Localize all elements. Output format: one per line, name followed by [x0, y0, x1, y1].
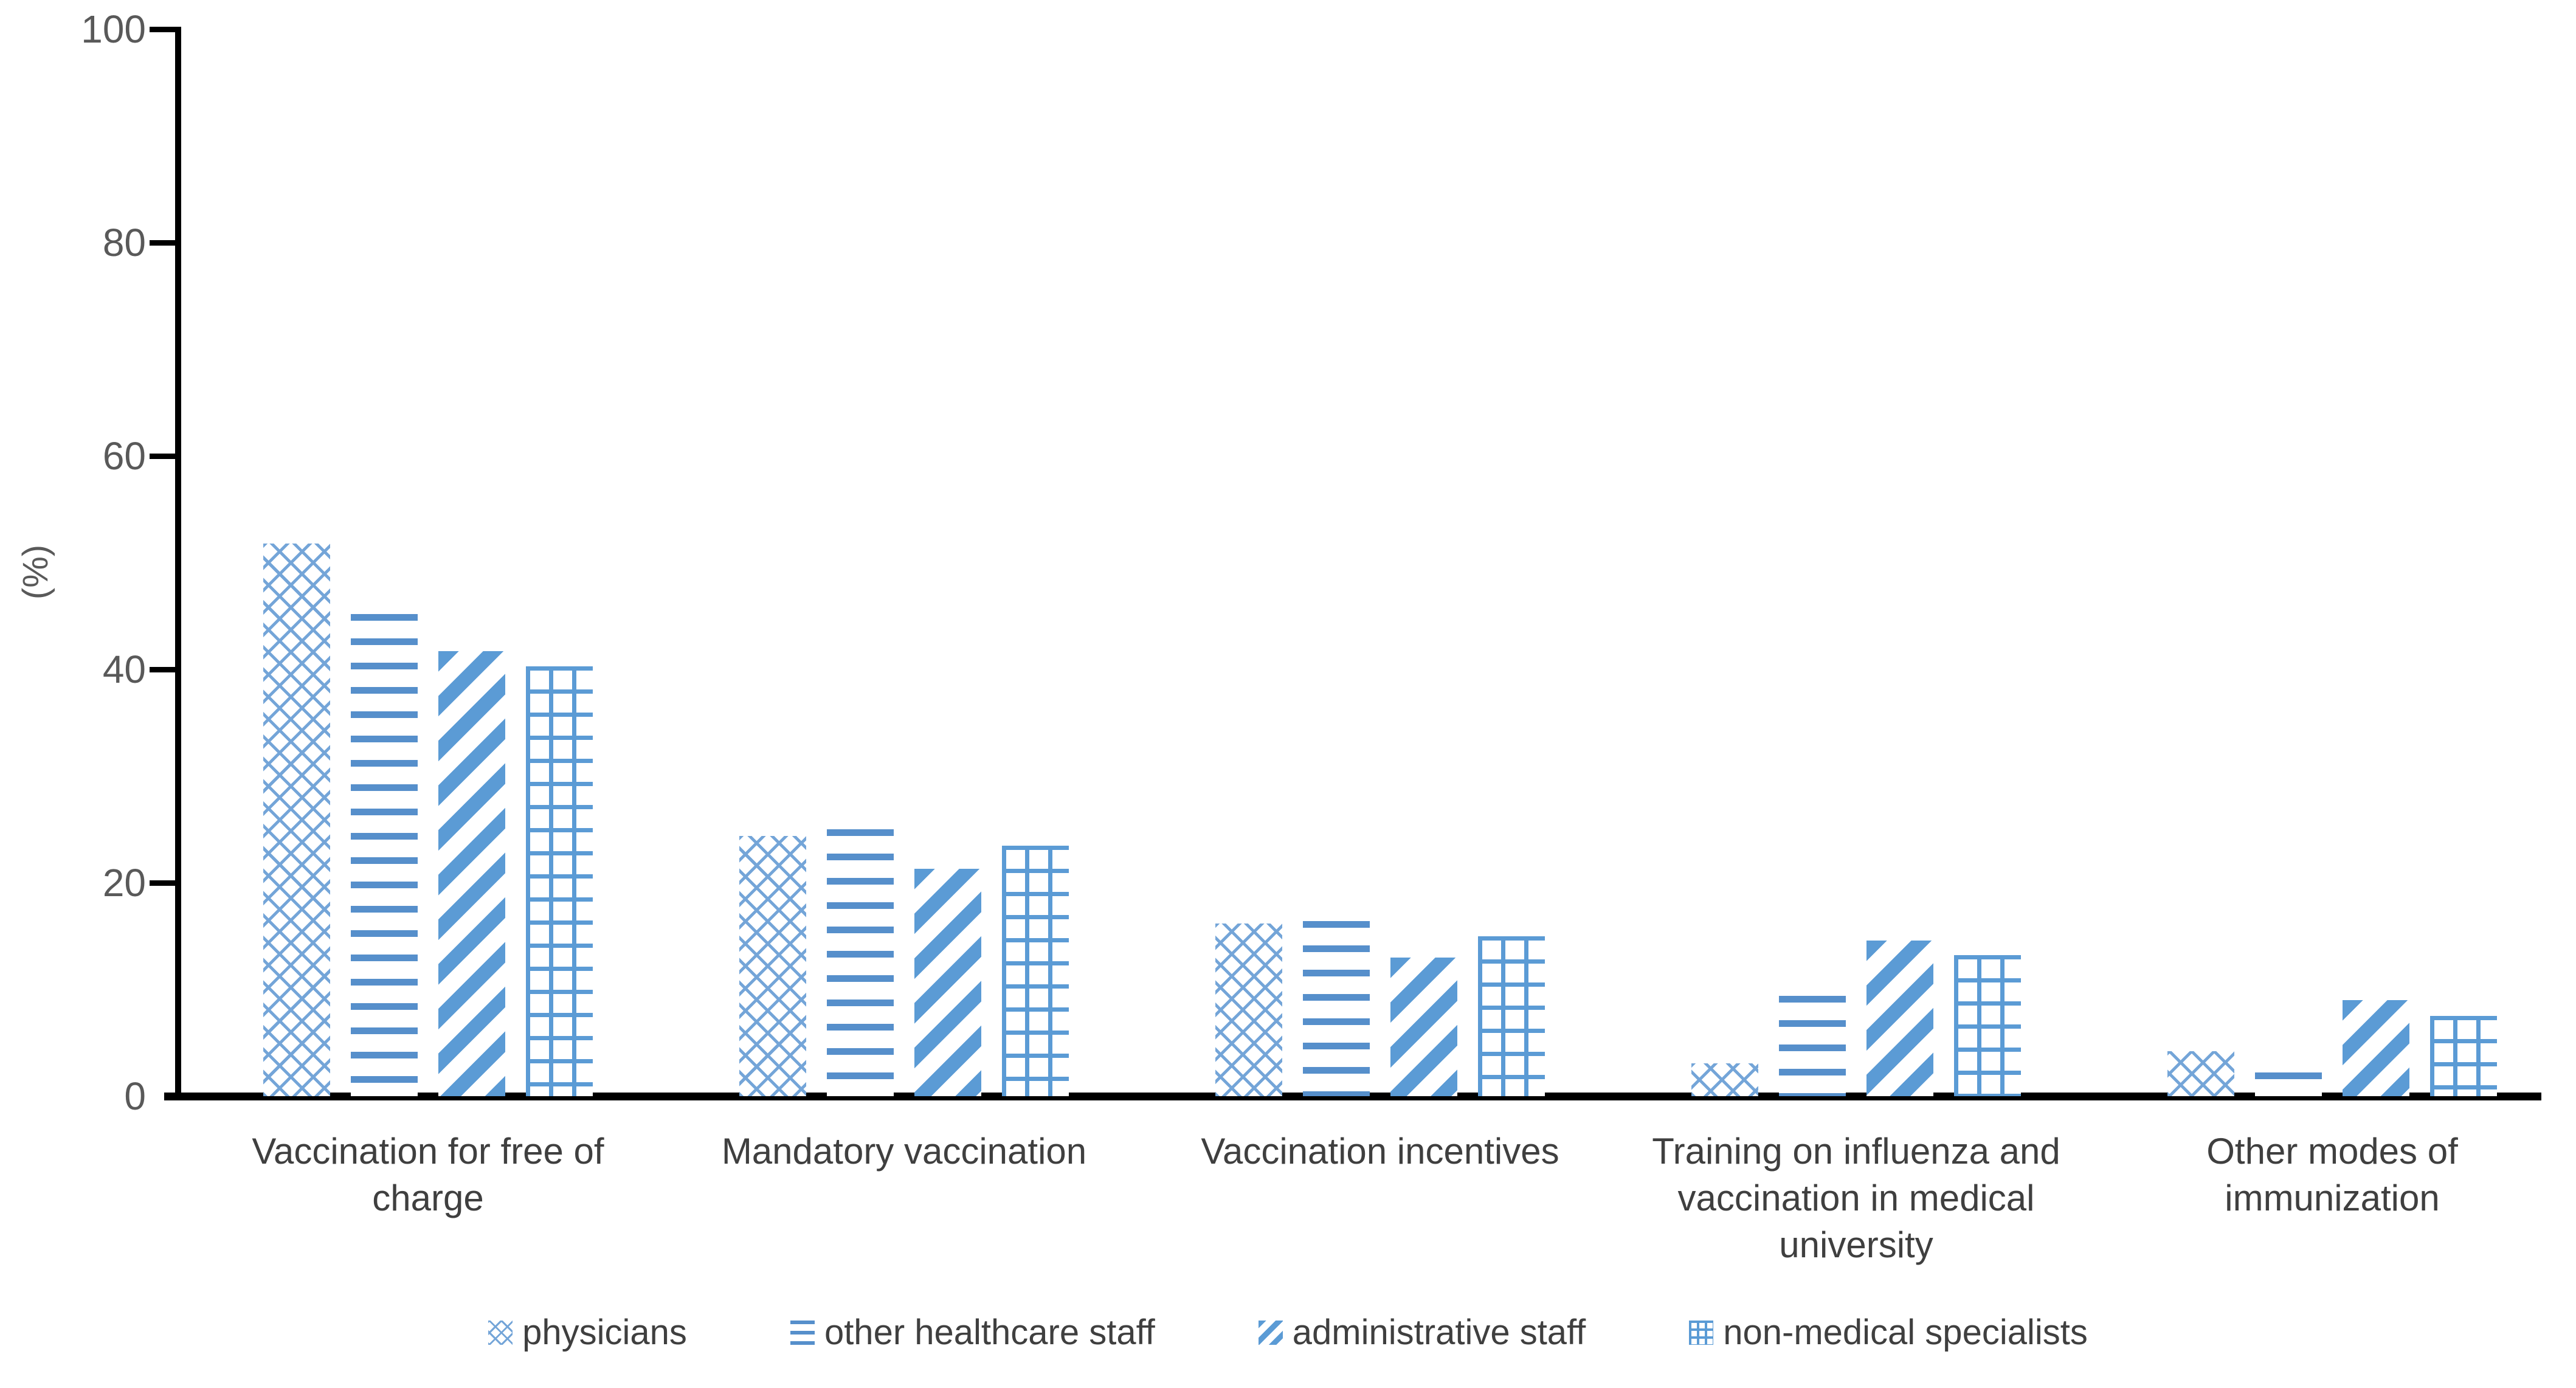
y-tick-mark-20 — [150, 880, 178, 886]
y-axis-line — [175, 27, 181, 1100]
y-tick-label-80: 80 — [102, 221, 146, 264]
bar-non-medical-specialists-group-2 — [1002, 846, 1069, 1096]
legend: physicians other healthcare staff admini… — [0, 1312, 2576, 1353]
bar-administrative-staff-group-5 — [2343, 1000, 2409, 1096]
y-tick-label-100: 100 — [81, 7, 146, 51]
legend-item-other-healthcare-staff: other healthcare staff — [790, 1312, 1155, 1353]
legend-label: other healthcare staff — [824, 1313, 1155, 1352]
bar-non-medical-specialists-group-3 — [1478, 936, 1545, 1096]
category-label-5: Other modes of immunization — [2206, 1131, 2458, 1218]
bar-other-healthcare-staff-group-1 — [351, 614, 418, 1096]
plot-area — [178, 29, 2541, 1096]
y-tick-mark-60 — [150, 454, 178, 459]
bar-physicians-group-5 — [2167, 1051, 2234, 1096]
grid-crosshatch-swatch-icon — [1689, 1320, 1714, 1345]
legend-item-physicians: physicians — [488, 1312, 687, 1353]
y-tick-mark-80 — [150, 240, 178, 246]
category-label-2: Mandatory vaccination — [721, 1131, 1087, 1172]
bar-non-medical-specialists-group-4 — [1954, 955, 2021, 1096]
bar-administrative-staff-group-3 — [1390, 958, 1457, 1096]
legend-item-non-medical-specialists: non-medical specialists — [1689, 1312, 2088, 1353]
bar-physicians-group-1 — [263, 544, 330, 1096]
bar-non-medical-specialists-group-1 — [526, 666, 593, 1096]
category-label-1: Vaccination for free of charge — [252, 1131, 604, 1218]
diagonal-stripes-swatch-icon — [1258, 1320, 1283, 1345]
diamond-crosshatch-swatch-icon — [488, 1320, 513, 1345]
legend-label: physicians — [522, 1313, 687, 1352]
category-label-4: Training on influenza and vaccination in… — [1652, 1131, 2060, 1265]
bar-other-healthcare-staff-group-3 — [1303, 921, 1370, 1096]
legend-label: administrative staff — [1292, 1313, 1586, 1352]
bar-physicians-group-2 — [739, 836, 806, 1096]
y-tick-label-0: 0 — [124, 1074, 146, 1118]
legend-label: non-medical specialists — [1723, 1313, 2088, 1352]
bar-physicians-group-4 — [1691, 1063, 1758, 1096]
y-tick-mark-40 — [150, 667, 178, 672]
bar-other-healthcare-staff-group-2 — [827, 829, 894, 1096]
bar-other-healthcare-staff-group-5 — [2255, 1072, 2322, 1096]
y-tick-label-60: 60 — [102, 434, 146, 478]
bar-administrative-staff-group-1 — [438, 651, 505, 1096]
legend-item-administrative-staff: administrative staff — [1258, 1312, 1586, 1353]
horizontal-lines-swatch-icon — [790, 1320, 815, 1345]
y-tick-label-20: 20 — [102, 861, 146, 905]
bar-physicians-group-3 — [1215, 924, 1282, 1096]
bar-administrative-staff-group-4 — [1866, 941, 1933, 1096]
bar-administrative-staff-group-2 — [914, 869, 981, 1096]
y-axis-title: (%) — [16, 544, 55, 600]
category-label-3: Vaccination incentives — [1201, 1131, 1559, 1172]
y-tick-label-40: 40 — [102, 647, 146, 691]
bar-other-healthcare-staff-group-4 — [1779, 996, 1846, 1096]
bar-non-medical-specialists-group-5 — [2430, 1016, 2497, 1096]
y-tick-mark-100 — [150, 27, 178, 32]
